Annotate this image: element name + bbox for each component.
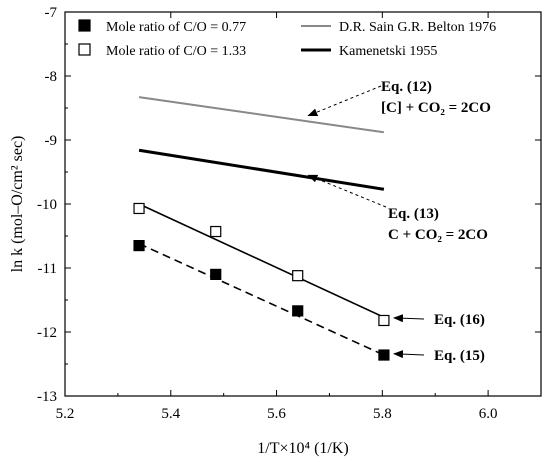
y-tick-label: -11 [38,261,57,277]
series-line-2 [138,96,385,134]
lines-layer [138,96,385,356]
x-axis-label: 1/T×10⁴ (1/K) [257,440,348,457]
markers-layer [133,202,390,361]
data-point-open-square [378,314,390,327]
data-point-filled-square [292,305,304,317]
annotation-text: Eq. (16) [434,312,485,328]
x-tick-label: 5.4 [161,406,180,422]
annotation-arrow-3 [392,350,425,359]
y-axis-label: ln k (mol–O/cm² sec) [9,136,26,273]
data-point-filled-square [133,240,145,252]
data-point-open-square [210,225,222,238]
series-line-3 [138,148,385,191]
legend-label-0: Mole ratio of C/O = 0.77 [106,20,246,35]
legend: Mole ratio of C/O = 0.77 Mole ratio of C/… [78,19,496,59]
y-tick-label: -12 [37,325,57,341]
annotations-layer: Eq. (12) [C] + CO₂ = 2CO Eq. (13) C + CO₂ =… [307,79,491,364]
data-point-filled-square [378,349,390,361]
fit-line-series-1 [138,203,385,319]
annotation-text: Eq. (12) [381,79,432,95]
annotation-text: Eq. (13) [388,206,439,222]
annotation-arrow-2 [392,314,425,323]
plot-frame [64,11,542,397]
annotation-text: C + CO₂ = 2CO [388,227,488,243]
x-tick-label: 6.0 [479,406,498,422]
data-point-open-square [292,270,304,282]
annotation-arrow-1 [307,174,387,208]
fit-line-series-0 [138,242,385,356]
annotation-text: [C] + CO₂ = 2CO [381,100,491,116]
x-tick-label: 5.8 [373,406,392,422]
y-tick-label: -13 [37,389,57,405]
data-point-open-square [133,202,145,215]
annotation-arrow-0 [307,85,382,117]
y-tick-label: -7 [45,5,58,21]
legend-symbol-1 [78,43,91,56]
x-tick-label: 5.2 [56,406,75,422]
legend-label-1: Mole ratio of C/O = 1.33 [106,44,246,59]
legend-label-2: D.R. Sain G.R. Belton 1976 [339,20,496,35]
annotation-text: Eq. (15) [434,348,485,364]
legend-symbol-0 [78,19,91,32]
x-tick-label: 5.6 [267,406,286,422]
data-point-filled-square [210,268,222,280]
y-tick-label: -9 [45,133,58,149]
y-tick-label: -8 [45,69,58,85]
legend-label-3: Kamenetski 1955 [339,44,437,59]
y-tick-label: -10 [37,197,57,213]
